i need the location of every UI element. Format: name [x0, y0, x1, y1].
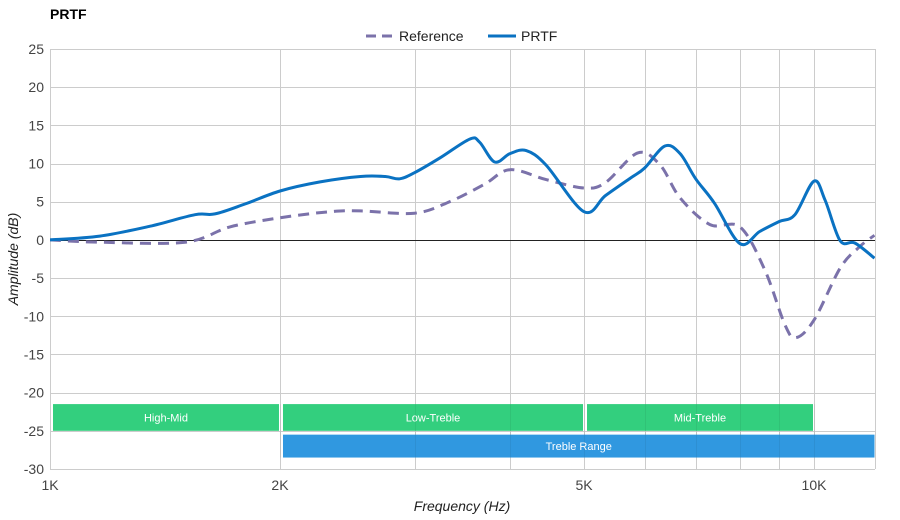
legend: Reference PRTF — [366, 28, 557, 44]
y-axis-title: Amplitude (dB) — [5, 213, 21, 307]
band-label: Low-Treble — [406, 412, 461, 424]
y-tick-label: 25 — [28, 41, 44, 57]
band-treble-range — [282, 434, 875, 458]
y-tick-label: -5 — [32, 270, 45, 286]
y-tick-label: -15 — [24, 346, 44, 362]
x-tick-label: 2K — [271, 477, 289, 493]
y-tick-label: 15 — [28, 117, 44, 133]
legend-label-prtf: PRTF — [521, 28, 557, 44]
chart-title: PRTF — [50, 6, 87, 22]
band-low-treble — [282, 404, 584, 431]
x-tick-label: 5K — [575, 477, 593, 493]
y-tick-label: -20 — [24, 385, 44, 401]
y-tick-label: 20 — [28, 79, 44, 95]
series-line-prtf — [50, 136, 875, 260]
legend-label-reference: Reference — [399, 28, 464, 44]
x-tick-label: 10K — [802, 477, 828, 493]
y-tick-label: -30 — [24, 461, 44, 477]
y-tick-label: 5 — [36, 194, 44, 210]
band-mid-treble — [587, 404, 813, 431]
band-label: High-Mid — [144, 412, 188, 424]
grid — [50, 49, 876, 470]
y-tick-label: 10 — [28, 156, 44, 172]
x-axis-title: Frequency (Hz) — [414, 498, 510, 514]
y-tick-label: 0 — [36, 232, 44, 248]
x-tick-label: 1K — [41, 477, 59, 493]
series-group — [50, 136, 875, 340]
band-high-mid — [53, 404, 279, 431]
y-tick-label: -25 — [24, 423, 44, 439]
frequency-bands: High-Mid Low-Treble Mid-Treble Treble Range — [53, 404, 875, 458]
y-tick-labels: 25 20 15 10 5 0 -5 -10 -15 -20 -25 -30 — [24, 41, 44, 477]
y-tick-label: -10 — [24, 308, 44, 324]
x-tick-labels: 1K 2K 5K 10K — [41, 477, 827, 493]
band-label: Mid-Treble — [674, 412, 726, 424]
series-line-reference — [50, 150, 875, 340]
band-label: Treble Range — [546, 441, 612, 453]
